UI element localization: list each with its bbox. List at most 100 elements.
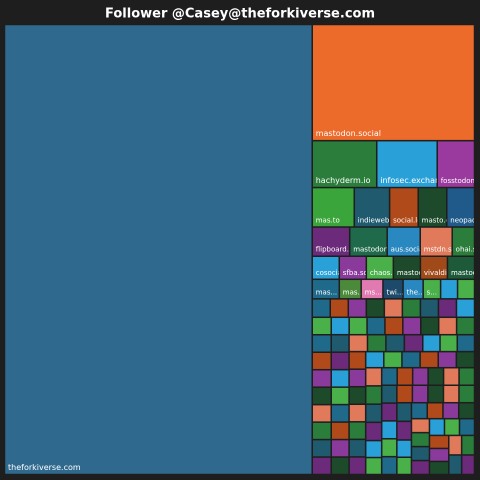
tile <box>449 435 462 455</box>
tile <box>438 351 457 368</box>
tile <box>366 256 394 280</box>
tile <box>312 299 331 318</box>
tile-label: aus.social <box>391 246 426 254</box>
tile <box>386 334 405 352</box>
tile-label: hachyderm.io <box>316 176 371 185</box>
tile <box>376 140 437 188</box>
tile-label: twi... <box>386 288 403 296</box>
tile <box>312 187 355 227</box>
tile <box>420 227 452 256</box>
tile-label: mstdn.social <box>424 246 468 254</box>
tile <box>354 187 390 227</box>
tile <box>366 299 385 318</box>
tile <box>365 351 384 368</box>
tile <box>312 352 331 370</box>
tile <box>349 439 366 457</box>
tile <box>457 334 475 352</box>
tile <box>429 461 449 475</box>
tile <box>403 279 423 299</box>
tile <box>349 404 366 422</box>
tile-label: masto.es <box>422 217 454 225</box>
tile-label: mastod... <box>397 269 430 277</box>
tile-label: chaos... <box>370 269 397 277</box>
tile <box>459 385 475 403</box>
tile <box>381 456 397 475</box>
tile <box>349 369 366 387</box>
tile <box>443 385 459 403</box>
tile <box>381 421 397 439</box>
tile <box>411 432 430 447</box>
tile-label: social.lol <box>393 217 423 225</box>
tile <box>312 439 331 457</box>
tile <box>449 455 462 475</box>
tile <box>365 457 382 475</box>
tile-label: ohai.so... <box>456 246 480 254</box>
tile <box>349 422 366 440</box>
tile-label: mas... <box>316 288 337 296</box>
tile <box>420 299 439 318</box>
tile <box>312 279 340 299</box>
tile <box>384 299 403 318</box>
tile <box>412 385 428 403</box>
tile <box>312 422 331 440</box>
tile <box>349 227 387 256</box>
tile <box>397 367 413 385</box>
tile <box>402 351 420 368</box>
tile <box>312 387 331 405</box>
tile <box>312 256 340 280</box>
tile <box>331 352 349 370</box>
tile <box>389 187 418 227</box>
tile-label: fosstodon.org <box>441 177 480 185</box>
tile <box>312 457 331 475</box>
tile <box>365 386 382 404</box>
tile <box>437 140 475 188</box>
tile <box>330 299 349 318</box>
tile <box>312 335 331 352</box>
tile <box>381 385 397 403</box>
tile-label: infosec.exchange <box>380 176 450 185</box>
tile <box>381 367 397 385</box>
tile <box>365 440 382 458</box>
tile <box>349 351 366 369</box>
tile <box>365 404 382 423</box>
tile-label: mastod... <box>451 269 480 277</box>
tile <box>456 351 475 368</box>
tile <box>365 367 382 386</box>
tile <box>397 402 412 422</box>
tile-label: vivaldi... <box>424 269 454 277</box>
tile <box>421 317 439 335</box>
tile <box>384 351 402 368</box>
tile <box>411 460 430 475</box>
tile <box>349 457 366 475</box>
tile <box>402 299 421 318</box>
tile <box>420 256 448 280</box>
tile-label: the... <box>407 288 425 296</box>
tile <box>428 367 444 385</box>
tile <box>452 227 475 256</box>
tile <box>339 256 367 280</box>
tile <box>447 187 475 227</box>
tile <box>312 404 331 422</box>
tile <box>381 439 397 457</box>
tile-label: cosocia... <box>316 269 349 277</box>
tile-label: ms... <box>365 288 382 296</box>
tile <box>456 299 475 318</box>
tile <box>361 279 383 299</box>
tile <box>438 317 457 335</box>
tile <box>312 140 377 188</box>
tile <box>427 402 443 419</box>
tile <box>458 402 475 419</box>
tile <box>456 317 475 335</box>
tile <box>331 439 349 457</box>
tile <box>397 421 412 440</box>
tile <box>312 317 331 335</box>
tile <box>4 24 312 475</box>
tile-label: s... <box>427 288 437 296</box>
tile <box>349 334 368 352</box>
tile-label: theforkiverse.com <box>8 463 81 472</box>
tile <box>367 334 386 352</box>
tile <box>331 369 349 387</box>
tile <box>428 385 444 403</box>
tile <box>457 279 475 299</box>
